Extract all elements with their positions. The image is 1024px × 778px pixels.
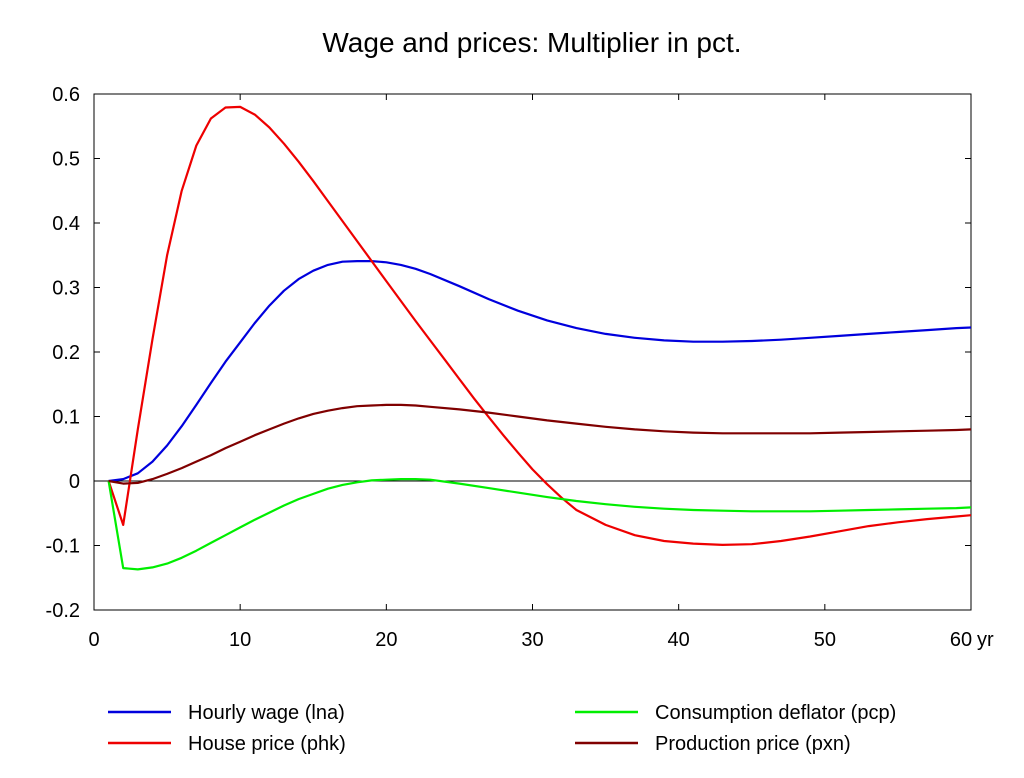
x-tick-label: 60 [950, 629, 972, 651]
y-tick-label: -0.1 [46, 536, 80, 558]
y-tick-label: 0.4 [52, 213, 80, 235]
y-tick-label: 0 [69, 471, 80, 493]
chart-title: Wage and prices: Multiplier in pct. [322, 27, 741, 58]
series-lines [107, 105, 972, 571]
x-tick-label: 30 [521, 629, 543, 651]
y-tick-label: 0.3 [52, 278, 80, 300]
plot-frame [93, 93, 972, 611]
series-line-1 [107, 105, 972, 546]
x-unit-label: yr [977, 629, 994, 651]
x-tick-label: 10 [229, 629, 251, 651]
y-tick-label: 0.6 [52, 84, 80, 106]
legend: Hourly wage (lna) Consumption deflator (p… [108, 702, 896, 755]
series-line-3 [108, 403, 972, 485]
x-tick-label: 50 [814, 629, 836, 651]
legend-label: Production price (pxn) [655, 733, 851, 755]
legend-label: Hourly wage (lna) [188, 702, 345, 724]
x-tick-label: 20 [375, 629, 397, 651]
axis-ticks: -0.2 -0.1 0 0.1 0.2 0.3 0.4 0.5 0.6 0 10 20 30 40 50 60… [46, 84, 994, 651]
y-tick-label: 0.1 [52, 407, 80, 429]
legend-label: House price (phk) [188, 733, 346, 755]
series-line-0 [108, 260, 972, 483]
x-tick-label: 40 [668, 629, 690, 651]
y-tick-label: 0.2 [52, 342, 80, 364]
y-tick-label: -0.2 [46, 600, 80, 622]
x-tick-label: 0 [88, 629, 99, 651]
legend-label: Consumption deflator (pcp) [655, 702, 896, 724]
y-tick-label: 0.5 [52, 149, 80, 171]
series-line-2 [107, 478, 972, 571]
